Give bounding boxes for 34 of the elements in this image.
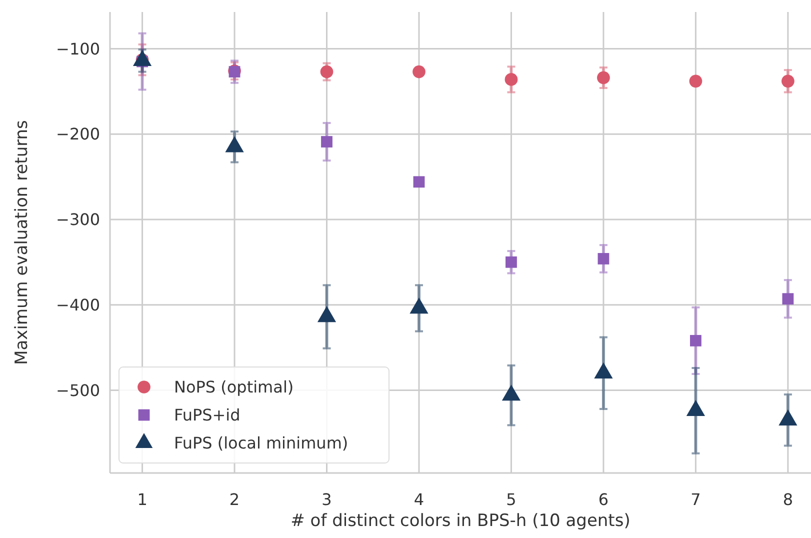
x-tick-label: 4	[414, 490, 424, 509]
point	[317, 306, 336, 322]
x-tick-label: 6	[598, 490, 609, 509]
point	[413, 176, 425, 188]
point	[412, 65, 426, 78]
point	[686, 400, 706, 416]
point	[506, 256, 517, 268]
point	[689, 74, 702, 88]
y-tick-label: −300	[56, 210, 100, 230]
point	[320, 65, 334, 78]
point	[782, 74, 794, 88]
y-tick-label: −100	[56, 39, 100, 58]
legend-label: NoPS (optimal)	[174, 378, 294, 397]
y-axis-title: Maximum evaluation returns	[12, 120, 32, 365]
x-tick-label: 7	[690, 490, 701, 509]
legend-label: FuPS+id	[174, 406, 240, 425]
x-axis-title: # of distinct colors in BPS-h (10 agents)	[290, 511, 630, 531]
x-tick-label: 1	[137, 490, 148, 509]
y-tick-label: −400	[56, 295, 100, 314]
x-tick-label: 5	[506, 490, 516, 509]
x-tick-label: 3	[322, 490, 332, 509]
point	[594, 362, 613, 378]
x-tick-label: 2	[229, 490, 240, 509]
point	[778, 409, 798, 426]
legend-label: FuPS (local minimum)	[174, 434, 348, 453]
point	[410, 297, 428, 314]
point	[502, 384, 521, 401]
point	[597, 71, 610, 84]
point	[321, 136, 332, 148]
y-tick-label: −200	[56, 124, 100, 144]
y-tick-label: −500	[56, 380, 100, 400]
point	[598, 253, 610, 264]
x-tick-label: 8	[782, 490, 794, 509]
point	[504, 73, 518, 86]
